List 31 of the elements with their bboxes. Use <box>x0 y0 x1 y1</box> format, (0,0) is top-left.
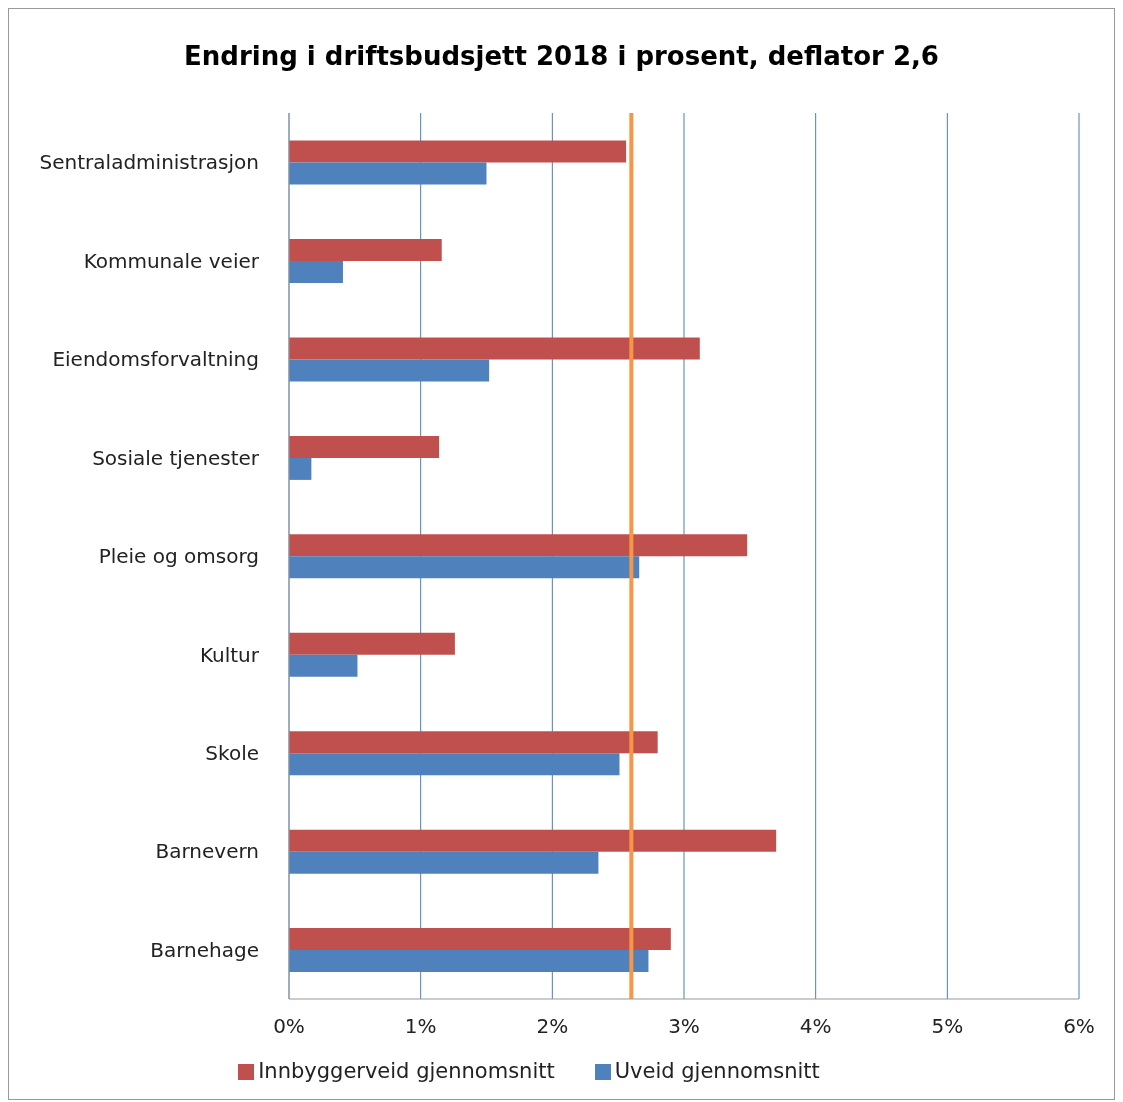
bar <box>289 632 455 655</box>
legend-label: Innbyggerveid gjennomsnitt <box>258 1059 555 1083</box>
bar <box>289 261 343 284</box>
x-tick-label: 2% <box>536 1014 569 1039</box>
bar <box>289 654 358 677</box>
x-tick-label: 4% <box>799 1014 832 1039</box>
legend-label: Uveid gjennomsnitt <box>614 1059 820 1083</box>
bar <box>289 140 627 163</box>
x-tick-label: 6% <box>1063 1014 1095 1039</box>
y-tick-label: Barnevern <box>155 839 259 864</box>
y-tick-label: Pleie og omsorg <box>98 544 259 569</box>
x-tick-label: 0% <box>273 1014 305 1039</box>
chart-title: Endring i driftsbudsjett 2018 i prosent, deflator 2,6 <box>183 40 940 73</box>
bar <box>289 829 777 852</box>
bar <box>289 435 440 458</box>
y-tick-label: Kommunale veier <box>83 248 260 273</box>
x-tick-label: 3% <box>668 1014 700 1039</box>
bar <box>289 534 748 557</box>
y-tick-label: Eiendomsforvaltning <box>52 347 259 372</box>
y-tick-label: Skole <box>205 740 259 765</box>
y-tick-label: Barnehage <box>150 937 259 962</box>
bar <box>289 337 700 360</box>
y-tick-label: Kultur <box>199 642 260 667</box>
x-tick-label: 5% <box>931 1014 964 1039</box>
bar <box>289 928 671 951</box>
bar <box>289 731 658 754</box>
bar <box>289 239 442 262</box>
bar <box>289 457 312 480</box>
y-tick-label: Sosiale tjenester <box>92 445 260 470</box>
x-tick-label: 1% <box>404 1014 437 1039</box>
y-tick-label: Sentraladministrasjon <box>39 150 259 175</box>
